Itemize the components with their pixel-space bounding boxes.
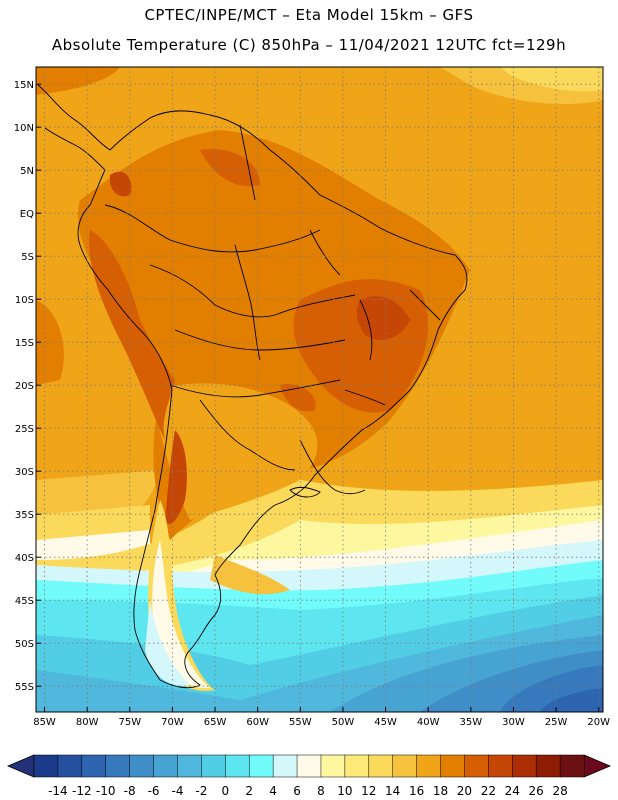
colorbar-swatch bbox=[272, 754, 298, 778]
colorbar-swatch bbox=[129, 754, 155, 778]
colorbar-label: -10 bbox=[96, 784, 116, 798]
temperature-field bbox=[36, 67, 603, 712]
colorbar-label: 16 bbox=[409, 784, 424, 798]
colorbar-label: -4 bbox=[171, 784, 183, 798]
lat-tick-label: 25S bbox=[15, 424, 34, 435]
lat-tick-label: 50S bbox=[15, 639, 34, 650]
map-frame bbox=[35, 66, 604, 713]
colorbar-over-arrow bbox=[583, 754, 612, 778]
colorbar-swatch bbox=[153, 754, 179, 778]
colorbar-swatch bbox=[201, 754, 226, 778]
lat-tick-label: 35S bbox=[15, 510, 34, 521]
colorbar-label: -14 bbox=[48, 784, 68, 798]
lat-tick-label: EQ bbox=[20, 209, 34, 220]
colorbar-swatch bbox=[248, 754, 274, 778]
longitude-labels: 85W 80W 75W 70W 65W 60W 55W 50W 45W 40W 35W 30W 25W 2… bbox=[33, 707, 610, 728]
colorbar-label: 6 bbox=[293, 784, 301, 798]
colorbar-label: 22 bbox=[481, 784, 496, 798]
lat-tick-label: 40S bbox=[15, 553, 34, 564]
colorbar-swatch bbox=[320, 754, 346, 778]
colorbar-swatch bbox=[464, 754, 489, 778]
lon-tick-label: 70W bbox=[161, 717, 184, 728]
lon-tick-label: 25W bbox=[545, 717, 568, 728]
colorbar-swatch bbox=[392, 754, 418, 778]
colorbar bbox=[6, 754, 612, 778]
colorbar-label: 0 bbox=[221, 784, 229, 798]
lon-tick-label: 30W bbox=[502, 717, 525, 728]
colorbar-swatch bbox=[535, 754, 561, 778]
grid-lines bbox=[36, 67, 603, 712]
colorbar-swatch bbox=[416, 754, 442, 778]
colorbar-swatch bbox=[296, 754, 322, 778]
colorbar-label: -6 bbox=[148, 784, 160, 798]
colorbar-label: 2 bbox=[245, 784, 253, 798]
lon-tick-label: 20W bbox=[587, 717, 610, 728]
colorbar-swatch bbox=[81, 754, 107, 778]
lat-tick-label: 45S bbox=[15, 596, 34, 607]
colorbar-swatch bbox=[512, 754, 537, 778]
lon-tick-label: 55W bbox=[289, 717, 312, 728]
lat-tick-label: 5N bbox=[20, 166, 34, 177]
chart-title-line2: Absolute Temperature (C) 850hPa – 11/04/… bbox=[51, 36, 567, 54]
lon-tick-label: 45W bbox=[374, 717, 397, 728]
colorbar-label: 14 bbox=[385, 784, 400, 798]
colorbar-labels: -14 -12 -10 -8 -6 -4 -2 0 2 4 6 8 10 12 14 16 18 20 22 24 26… bbox=[48, 784, 568, 798]
latitude-labels: 15N 10N 5N EQ 5S 10S 15S 20S 25S 30S 35S 40S 45S 50S 5… bbox=[14, 80, 41, 693]
colorbar-label: 12 bbox=[361, 784, 376, 798]
colorbar-label: 20 bbox=[457, 784, 472, 798]
colorbar-swatch bbox=[225, 754, 250, 778]
colorbar-swatch bbox=[33, 754, 59, 778]
colorbar-swatch bbox=[368, 754, 394, 778]
colorbar-label: 18 bbox=[433, 784, 448, 798]
lon-tick-label: 65W bbox=[204, 717, 227, 728]
colorbar-label: 4 bbox=[269, 784, 277, 798]
lon-tick-label: 40W bbox=[417, 717, 440, 728]
colorbar-label: -8 bbox=[124, 784, 136, 798]
colorbar-label: 8 bbox=[317, 784, 325, 798]
lat-tick-label: 5S bbox=[21, 252, 34, 263]
lat-tick-label: 30S bbox=[15, 467, 34, 478]
colorbar-swatch bbox=[559, 754, 585, 778]
lat-tick-label: 15N bbox=[14, 80, 34, 91]
lon-tick-label: 35W bbox=[460, 717, 483, 728]
colorbar-label: -2 bbox=[195, 784, 207, 798]
country-borders bbox=[37, 84, 468, 689]
colorbar-label: 26 bbox=[529, 784, 544, 798]
lat-tick-label: 10N bbox=[14, 123, 34, 134]
lat-tick-label: 10S bbox=[15, 295, 34, 306]
lat-tick-label: 20S bbox=[15, 381, 34, 392]
lon-tick-label: 60W bbox=[246, 717, 269, 728]
colorbar-label: 24 bbox=[505, 784, 520, 798]
colorbar-swatch bbox=[57, 754, 83, 778]
colorbar-swatch bbox=[488, 754, 513, 778]
chart-title-line1: CPTEC/INPE/MCT – Eta Model 15km – GFS bbox=[144, 6, 474, 24]
lon-tick-label: 85W bbox=[33, 717, 56, 728]
colorbar-label: 28 bbox=[552, 784, 567, 798]
lon-tick-label: 75W bbox=[118, 717, 141, 728]
colorbar-under-arrow bbox=[6, 754, 35, 778]
colorbar-swatch bbox=[344, 754, 370, 778]
lat-tick-label: 55S bbox=[15, 682, 34, 693]
colorbar-swatch bbox=[177, 754, 202, 778]
colorbar-swatch bbox=[440, 754, 465, 778]
colorbar-label: 10 bbox=[337, 784, 352, 798]
lon-tick-label: 50W bbox=[332, 717, 355, 728]
lon-tick-label: 80W bbox=[76, 717, 99, 728]
lat-tick-label: 15S bbox=[15, 338, 34, 349]
colorbar-swatch bbox=[105, 754, 131, 778]
colorbar-label: -12 bbox=[72, 784, 92, 798]
